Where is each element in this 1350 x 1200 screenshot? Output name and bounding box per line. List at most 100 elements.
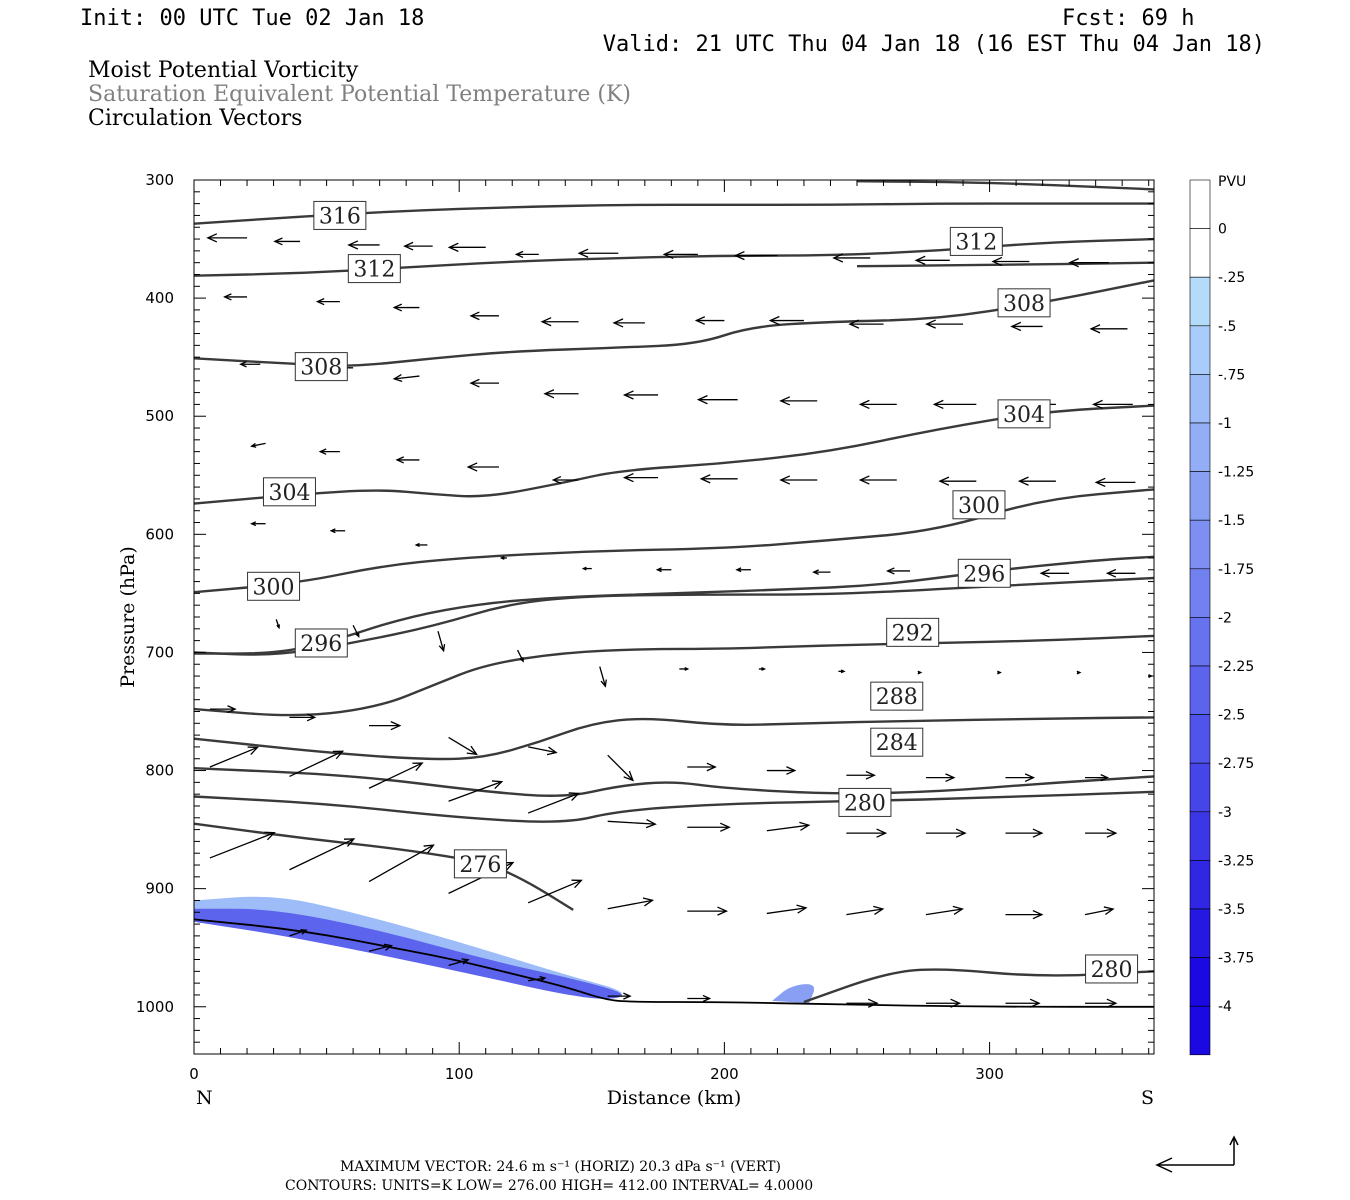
circulation-vector-60 xyxy=(1105,568,1136,578)
colorbar-swatch xyxy=(1189,519,1211,570)
circulation-vector-65 xyxy=(599,666,607,688)
circulation-vector-81 xyxy=(846,770,876,780)
circulation-vector-76 xyxy=(448,736,478,756)
circulation-vector-53 xyxy=(581,566,592,571)
circulation-vector-113 xyxy=(607,992,632,1000)
circulation-vector-20 xyxy=(768,315,804,326)
contour-line-276-13 xyxy=(194,822,574,911)
init-time: Init: 00 UTC Tue 02 Jan 18 xyxy=(80,6,424,31)
mpv-shaded-region-4 xyxy=(772,984,815,1004)
colorbar-unit: PVU xyxy=(1218,174,1246,190)
colorbar-swatch xyxy=(1189,374,1211,424)
colorbar: 0 -.25 -.5 -.75 -1 -1.25 -1.5 -1.75 -2 -2.25 -2.5 -… xyxy=(1189,179,1254,1056)
circulation-vector-103 xyxy=(687,906,729,916)
contour-label-304-6: 304 xyxy=(997,399,1051,429)
x-tick-label: 200 xyxy=(710,1065,739,1083)
circulation-vector-6 xyxy=(577,248,619,258)
colorbar-swatch xyxy=(1189,762,1211,813)
colorbar-label: -1.25 xyxy=(1218,465,1254,481)
contour-label-308-4: 308 xyxy=(997,288,1051,318)
y-tick-label: 300 xyxy=(145,171,174,189)
colorbar-swatch xyxy=(1189,325,1211,375)
contour-line-284-10 xyxy=(194,716,1154,761)
circulation-vector-88 xyxy=(448,780,504,802)
colorbar-swatch xyxy=(1189,276,1211,327)
circulation-vector-114 xyxy=(687,994,712,1003)
contour-line-276-12 xyxy=(194,790,1154,823)
circulation-vector-1 xyxy=(273,237,301,246)
contour-label-312-2: 312 xyxy=(949,226,1003,256)
colorbar-label: -1.75 xyxy=(1218,562,1254,578)
circulation-vector-51 xyxy=(414,542,428,548)
max-vector-text: MAXIMUM VECTOR: 24.6 m s⁻¹ (HORIZ) 20.3 … xyxy=(340,1159,781,1175)
colorbar-swatch xyxy=(1189,228,1211,278)
circulation-vector-46 xyxy=(938,476,977,486)
circulation-vector-43 xyxy=(699,474,738,484)
x-end-label-south: S xyxy=(1141,1087,1154,1109)
circulation-vector-104 xyxy=(766,904,808,915)
circulation-vector-17 xyxy=(540,317,579,327)
circulation-vector-37 xyxy=(250,442,266,448)
colorbar-swatch xyxy=(1189,957,1211,1007)
circulation-vectors xyxy=(206,233,1154,1008)
svg-text:308: 308 xyxy=(1003,292,1045,317)
circulation-vector-3 xyxy=(403,241,433,251)
circulation-vector-54 xyxy=(655,567,672,573)
contour-line-280-14 xyxy=(803,968,1154,1004)
circulation-vector-96 xyxy=(1085,828,1118,838)
circulation-vector-36 xyxy=(1092,399,1133,410)
colorbar-label: -.5 xyxy=(1218,319,1236,335)
svg-text:280: 280 xyxy=(1091,958,1133,983)
contour-line-316-0 xyxy=(194,202,1154,225)
circulation-vector-28 xyxy=(469,378,499,388)
circulation-vector-111 xyxy=(448,958,470,967)
colorbar-swatch xyxy=(1189,471,1211,521)
forecast-hour: Fcst: 69 h xyxy=(1062,6,1194,31)
circulation-vector-56 xyxy=(812,569,831,575)
circulation-vector-42 xyxy=(622,472,659,483)
svg-text:288: 288 xyxy=(876,685,918,710)
contour-label-300-7: 300 xyxy=(247,571,301,601)
contour-label-280-14: 280 xyxy=(838,787,892,817)
y-tick-label: 800 xyxy=(145,762,174,780)
circulation-vector-73 xyxy=(209,705,237,714)
circulation-vector-49 xyxy=(250,521,266,527)
circulation-vector-70 xyxy=(997,670,1002,675)
circulation-vector-78 xyxy=(607,754,635,782)
circulation-vector-25 xyxy=(239,361,261,368)
circulation-vector-39 xyxy=(395,456,420,464)
contours-info-text: CONTOURS: UNITS=K LOW= 276.00 HIGH= 412.… xyxy=(285,1178,813,1194)
circulation-vector-27 xyxy=(392,374,420,383)
circulation-vector-116 xyxy=(925,998,962,1008)
circulation-vector-112 xyxy=(528,975,547,982)
contour-label-280-16: 280 xyxy=(1085,954,1139,984)
x-tick-label: 100 xyxy=(445,1065,474,1083)
circulation-vector-11 xyxy=(991,256,1030,267)
circulation-vector-40 xyxy=(466,462,499,472)
circulation-vector-4 xyxy=(447,242,486,252)
circulation-vector-59 xyxy=(1039,568,1070,578)
colorbar-swatch xyxy=(1189,179,1211,229)
colorbar-label: -.75 xyxy=(1218,367,1245,383)
circulation-vector-99 xyxy=(368,844,435,883)
contour-line-292-8 xyxy=(194,576,1154,656)
circulation-vector-0 xyxy=(206,233,248,243)
circulation-vector-18 xyxy=(612,318,645,328)
contour-labels: 316 312 312 308 308 304 304 300 300 296 296 292 288 2… xyxy=(247,200,1139,984)
circulation-vector-57 xyxy=(886,567,911,575)
circulation-vector-62 xyxy=(352,624,360,638)
contour-label-296-10: 296 xyxy=(957,558,1011,588)
svg-text:276: 276 xyxy=(459,853,501,878)
colorbar-swatch xyxy=(1189,1005,1211,1056)
circulation-vector-97 xyxy=(209,831,276,859)
circulation-vector-44 xyxy=(779,475,818,485)
mpv-shaded-region-7 xyxy=(809,423,907,451)
circulation-vector-63 xyxy=(437,630,446,653)
circulation-vector-8 xyxy=(733,250,778,261)
contour-line-288-9 xyxy=(194,634,1154,717)
svg-text:308: 308 xyxy=(300,356,342,381)
circulation-vector-118 xyxy=(1085,998,1118,1008)
circulation-vector-19 xyxy=(694,316,725,325)
circulation-vector-90 xyxy=(607,818,657,829)
terrain-line xyxy=(194,918,1154,1008)
